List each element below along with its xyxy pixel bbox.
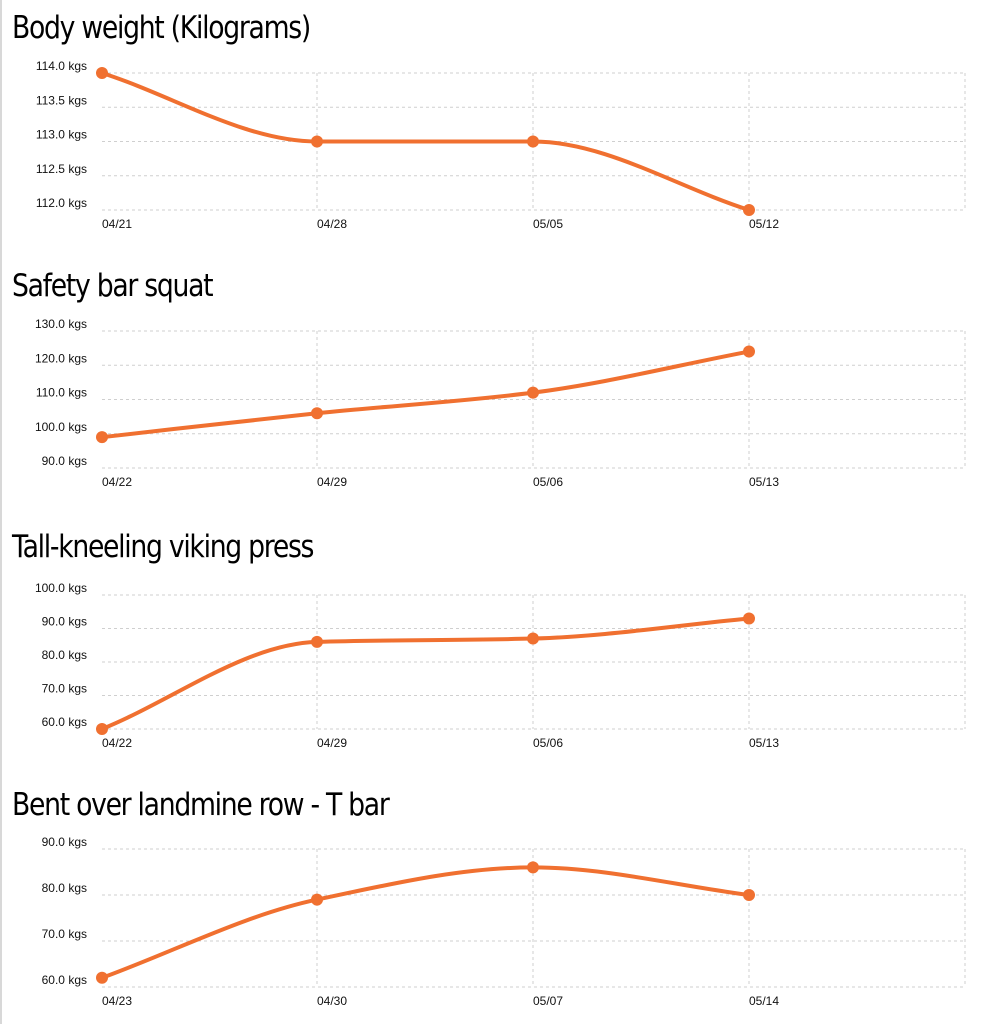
- x-tick-label: 05/13: [749, 475, 779, 489]
- y-tick-label: 80.0 kgs: [42, 881, 87, 895]
- data-point[interactable]: [311, 893, 323, 906]
- x-tick-label: 05/07: [533, 994, 563, 1008]
- data-point[interactable]: [311, 407, 323, 420]
- y-tick-label: 113.5 kgs: [36, 93, 87, 107]
- y-tick-label: 130.0 kgs: [35, 317, 87, 331]
- data-point[interactable]: [743, 889, 755, 901]
- x-tick-label: 04/28: [317, 217, 347, 231]
- data-point[interactable]: [311, 635, 323, 648]
- data-point[interactable]: [311, 135, 323, 148]
- y-axis: 90.0 kgs 100.0 kgs 110.0 kgs 120.0 kgs 130.0…: [35, 317, 87, 468]
- y-tick-label: 80.0 kgs: [42, 648, 87, 662]
- chart-title: Safety bar squat: [12, 268, 214, 304]
- series-line: [100, 616, 751, 731]
- data-point[interactable]: [743, 345, 755, 358]
- data-point[interactable]: [743, 612, 755, 625]
- series: [96, 861, 755, 984]
- y-tick-label: 120.0 kgs: [35, 351, 87, 365]
- y-tick-label: 90.0 kgs: [42, 835, 87, 849]
- series: [96, 67, 755, 216]
- x-axis: 04/21 04/28 05/05 05/12: [102, 217, 779, 231]
- x-tick-label: 04/30: [317, 994, 347, 1008]
- y-axis: 60.0 kgs 70.0 kgs 80.0 kgs 90.0 kgs: [42, 835, 87, 987]
- left-edge-divider: [0, 0, 2, 1024]
- x-tick-label: 04/29: [317, 736, 347, 750]
- data-point[interactable]: [743, 204, 755, 216]
- gridlines: [102, 330, 966, 469]
- y-tick-label: 110.0 kgs: [36, 386, 87, 400]
- y-tick-label: 60.0 kgs: [42, 973, 87, 987]
- y-tick-label: 70.0 kgs: [42, 927, 87, 941]
- y-tick-label: 100.0 kgs: [35, 581, 87, 595]
- data-point[interactable]: [96, 67, 108, 79]
- x-tick-label: 04/23: [102, 994, 132, 1008]
- chart-title: Bent over landmine row - T bar: [12, 787, 390, 823]
- data-point[interactable]: [96, 723, 108, 735]
- y-tick-label: 90.0 kgs: [42, 454, 87, 468]
- x-tick-label: 05/12: [749, 217, 779, 231]
- x-tick-label: 04/22: [102, 475, 132, 489]
- series-line: [100, 71, 751, 212]
- chart-title: Tall-kneeling viking press: [12, 529, 314, 565]
- x-axis: 04/23 04/30 05/07 05/14: [102, 994, 779, 1008]
- data-point[interactable]: [527, 632, 539, 645]
- line-chart-body-weight: 112.0 kgs 112.5 kgs 113.0 kgs 113.5 kgs 114.…: [36, 59, 966, 231]
- data-point[interactable]: [96, 971, 108, 984]
- data-point[interactable]: [96, 431, 108, 444]
- y-axis: 112.0 kgs 112.5 kgs 113.0 kgs 113.5 kgs 114.…: [36, 59, 87, 210]
- chart-title: Body weight (Kilograms): [12, 10, 311, 46]
- y-tick-label: 100.0 kgs: [35, 420, 87, 434]
- data-point[interactable]: [527, 135, 539, 148]
- line-chart-safety-bar-squat: 90.0 kgs 100.0 kgs 110.0 kgs 120.0 kgs 130.0…: [35, 317, 966, 489]
- series-line: [100, 865, 751, 980]
- gridlines: [102, 848, 966, 988]
- x-tick-label: 04/22: [102, 736, 132, 750]
- series: [96, 612, 755, 735]
- y-tick-label: 112.5 kgs: [36, 162, 87, 176]
- y-tick-label: 60.0 kgs: [42, 715, 87, 729]
- y-tick-label: 112.0 kgs: [36, 196, 87, 210]
- x-tick-label: 05/06: [533, 736, 563, 750]
- data-point[interactable]: [527, 861, 539, 874]
- gridlines: [102, 594, 966, 730]
- series: [96, 345, 755, 444]
- y-tick-label: 114.0 kgs: [36, 59, 87, 73]
- x-tick-label: 05/14: [749, 994, 779, 1008]
- data-point[interactable]: [527, 386, 539, 399]
- line-chart-tall-kneeling-viking-press: 60.0 kgs 70.0 kgs 80.0 kgs 90.0 kgs 100.0 kg…: [35, 581, 966, 750]
- y-tick-label: 113.0 kgs: [36, 128, 87, 142]
- y-tick-label: 90.0 kgs: [42, 615, 87, 629]
- y-tick-label: 70.0 kgs: [42, 682, 87, 696]
- x-tick-label: 05/05: [533, 217, 563, 231]
- x-tick-label: 05/13: [749, 736, 779, 750]
- x-axis: 04/22 04/29 05/06 05/13: [102, 475, 779, 489]
- x-tick-label: 04/29: [317, 475, 347, 489]
- x-tick-label: 05/06: [533, 475, 563, 489]
- y-axis: 60.0 kgs 70.0 kgs 80.0 kgs 90.0 kgs 100.0 kg…: [35, 581, 87, 729]
- series-line: [100, 349, 751, 440]
- x-tick-label: 04/21: [102, 217, 132, 231]
- x-axis: 04/22 04/29 05/06 05/13: [102, 736, 779, 750]
